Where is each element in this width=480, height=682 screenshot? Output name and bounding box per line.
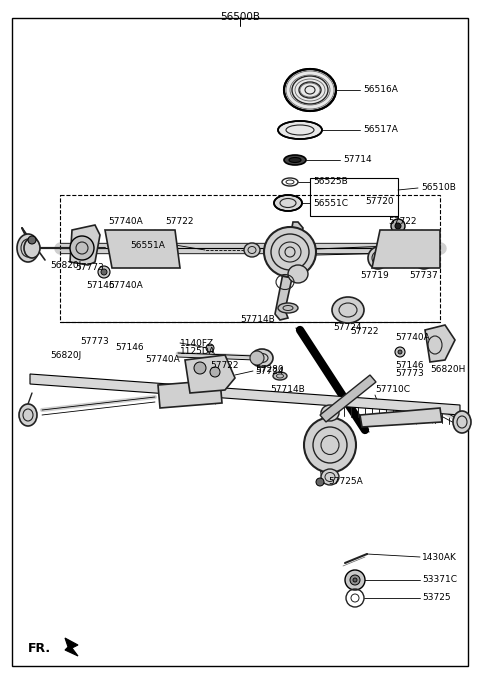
- Text: 57714B: 57714B: [270, 385, 305, 394]
- Text: 56510B: 56510B: [421, 183, 456, 192]
- Text: 57740A: 57740A: [108, 218, 143, 226]
- Ellipse shape: [19, 404, 37, 426]
- Circle shape: [418, 252, 430, 264]
- Ellipse shape: [321, 469, 339, 485]
- Circle shape: [98, 266, 110, 278]
- Circle shape: [395, 223, 401, 229]
- Ellipse shape: [244, 243, 260, 257]
- Text: 1140FZ: 1140FZ: [180, 338, 214, 348]
- Ellipse shape: [284, 69, 336, 111]
- Polygon shape: [275, 222, 303, 320]
- Text: 56525B: 56525B: [313, 177, 348, 186]
- Ellipse shape: [278, 121, 322, 139]
- Text: 56820J: 56820J: [50, 351, 81, 361]
- Polygon shape: [105, 230, 180, 268]
- Circle shape: [421, 255, 427, 261]
- Ellipse shape: [264, 227, 316, 277]
- Text: 57724: 57724: [334, 323, 362, 333]
- Text: 57722: 57722: [210, 361, 239, 370]
- Ellipse shape: [368, 247, 388, 269]
- Ellipse shape: [288, 265, 308, 283]
- Text: 57722: 57722: [165, 218, 193, 226]
- Text: 57740A: 57740A: [145, 355, 180, 364]
- Polygon shape: [65, 638, 78, 656]
- Circle shape: [28, 236, 36, 244]
- Text: 56517A: 56517A: [363, 125, 398, 134]
- Polygon shape: [185, 355, 235, 393]
- Text: 53371C: 53371C: [422, 576, 457, 584]
- Polygon shape: [360, 408, 442, 427]
- Circle shape: [395, 347, 405, 357]
- Circle shape: [210, 367, 220, 377]
- Text: 57720: 57720: [366, 196, 394, 205]
- Text: 57773: 57773: [395, 370, 424, 379]
- Ellipse shape: [284, 155, 306, 165]
- Text: 57740A: 57740A: [108, 282, 143, 291]
- Text: 57714B: 57714B: [240, 316, 275, 325]
- Text: 56820H: 56820H: [430, 366, 466, 374]
- Circle shape: [345, 570, 365, 590]
- Ellipse shape: [289, 158, 301, 162]
- Text: 57146: 57146: [395, 361, 424, 370]
- Polygon shape: [425, 325, 455, 362]
- Text: 56516A: 56516A: [363, 85, 398, 95]
- Text: 57722: 57722: [350, 327, 379, 336]
- Text: 57725A: 57725A: [328, 477, 363, 486]
- Text: 56820J: 56820J: [50, 261, 81, 271]
- Circle shape: [391, 219, 405, 233]
- Circle shape: [398, 350, 402, 354]
- Text: 57280: 57280: [255, 366, 284, 374]
- Text: 57710C: 57710C: [375, 385, 410, 394]
- Circle shape: [70, 236, 94, 260]
- Ellipse shape: [278, 303, 298, 313]
- Text: 53725: 53725: [422, 593, 451, 602]
- Circle shape: [101, 269, 107, 275]
- Bar: [310, 178, 398, 216]
- Ellipse shape: [251, 349, 273, 367]
- Text: 56551A: 56551A: [130, 241, 165, 250]
- Circle shape: [250, 351, 264, 365]
- Text: 57773: 57773: [75, 263, 104, 273]
- Text: 56551C: 56551C: [313, 198, 348, 207]
- Polygon shape: [70, 225, 100, 265]
- Circle shape: [413, 247, 435, 269]
- Ellipse shape: [453, 411, 471, 433]
- Ellipse shape: [17, 234, 39, 262]
- Text: 57146: 57146: [115, 344, 144, 353]
- Ellipse shape: [273, 372, 287, 380]
- Circle shape: [316, 478, 324, 486]
- Text: 1430AK: 1430AK: [422, 552, 457, 561]
- Polygon shape: [320, 375, 376, 422]
- Polygon shape: [158, 380, 222, 408]
- Text: 57146: 57146: [86, 282, 115, 291]
- Text: 57773: 57773: [80, 338, 109, 346]
- Ellipse shape: [332, 297, 364, 323]
- Polygon shape: [372, 230, 440, 268]
- Ellipse shape: [321, 405, 339, 421]
- Text: FR.: FR.: [28, 642, 51, 655]
- Circle shape: [353, 578, 357, 582]
- Polygon shape: [30, 374, 460, 415]
- Ellipse shape: [304, 417, 356, 473]
- Text: 57724: 57724: [255, 368, 284, 376]
- Ellipse shape: [274, 195, 302, 211]
- Text: 57722: 57722: [388, 218, 417, 226]
- Circle shape: [350, 575, 360, 585]
- Ellipse shape: [24, 238, 40, 258]
- Circle shape: [206, 344, 214, 352]
- Text: 57740A: 57740A: [395, 333, 430, 342]
- Text: 57737: 57737: [409, 271, 438, 280]
- Text: 1125DA: 1125DA: [180, 348, 216, 357]
- Text: 56500B: 56500B: [220, 12, 260, 22]
- Text: 57719: 57719: [360, 271, 389, 280]
- Text: 57714: 57714: [343, 155, 372, 164]
- Circle shape: [194, 362, 206, 374]
